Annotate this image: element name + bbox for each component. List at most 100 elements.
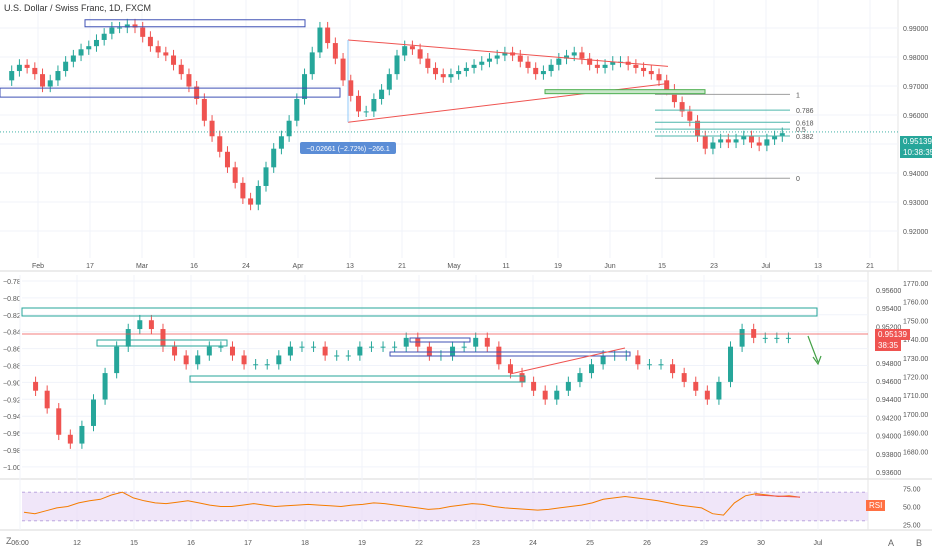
- y-tick-label: 0.93000: [903, 200, 928, 207]
- x-tick-label: 25: [586, 540, 594, 547]
- candle-body: [155, 46, 161, 53]
- candle-body: [67, 434, 73, 444]
- candle-body: [56, 408, 62, 435]
- candle-body: [751, 329, 757, 338]
- x-tick-label: 30: [757, 540, 765, 547]
- left-tick-label: −0.92: [3, 397, 21, 404]
- candle-body: [577, 373, 583, 382]
- mid-price-badge: 0.95139: [875, 329, 910, 340]
- left-tick-label: −0.94: [3, 414, 21, 421]
- candle-body: [311, 346, 317, 348]
- fib-level-label: 1: [796, 92, 800, 99]
- mid-tick-label: 0.95400: [876, 306, 901, 313]
- candle-body: [132, 24, 138, 28]
- candle-body: [348, 80, 354, 96]
- rsi-tick-label: 50.00: [903, 505, 921, 512]
- left-tick-label: −0.90: [3, 380, 21, 387]
- candle-body: [332, 43, 338, 59]
- candle-body: [232, 167, 238, 183]
- candle-body: [693, 381, 699, 391]
- candle-body: [380, 346, 386, 348]
- candle-body: [109, 27, 115, 34]
- right-tick-label: 1730.00: [903, 356, 928, 363]
- support-zone: [189, 375, 526, 383]
- fib-level-label: 0.618: [796, 120, 814, 127]
- left-tick-label: −0.78: [3, 279, 21, 286]
- x-tick-label: Mar: [136, 263, 149, 270]
- candle-body: [264, 364, 270, 366]
- mid-tick-label: 0.95200: [876, 324, 901, 331]
- candle-body: [456, 71, 462, 75]
- candle-body: [486, 58, 492, 62]
- x-tick-label: 16: [187, 540, 195, 547]
- mid-tick-label: 0.94600: [876, 379, 901, 386]
- candle-body: [741, 136, 747, 140]
- y-tick-label: 0.98000: [903, 55, 928, 62]
- support-zone: [96, 339, 228, 347]
- candle-body: [172, 346, 178, 356]
- candle-body: [78, 49, 84, 56]
- candle-body: [206, 346, 212, 356]
- candle-body: [90, 399, 96, 426]
- candle-body: [137, 320, 143, 330]
- x-tick-label: 21: [866, 263, 874, 270]
- right-tick-label: 1710.00: [903, 393, 928, 400]
- demand-zone: [409, 337, 471, 343]
- candle-body: [716, 381, 722, 400]
- candle-body: [425, 58, 431, 68]
- candle-body: [186, 74, 192, 87]
- auto-scale-icon[interactable]: A: [888, 538, 895, 548]
- candle-body: [255, 185, 261, 205]
- candle-body: [519, 373, 525, 382]
- x-tick-label: 23: [710, 263, 718, 270]
- candle-body: [355, 95, 361, 112]
- candle-body: [681, 373, 687, 382]
- bookmark-icon[interactable]: B: [916, 538, 923, 548]
- x-tick-label: 15: [130, 540, 138, 547]
- candle-body: [386, 74, 392, 90]
- zoom-icon[interactable]: Z: [6, 536, 12, 546]
- candle-body: [461, 346, 467, 348]
- x-tick-label: 22: [415, 540, 423, 547]
- candle-body: [658, 364, 664, 366]
- candle-body: [217, 136, 223, 152]
- candle-body: [610, 61, 616, 65]
- candle-body: [147, 36, 153, 47]
- candle-body: [571, 52, 577, 56]
- x-tick-label: 17: [244, 540, 252, 547]
- candle-body: [471, 64, 477, 68]
- candle-body: [548, 64, 554, 72]
- chart-title: U.S. Dollar / Swiss Franc, 1D, FXCM: [4, 3, 152, 13]
- green-zone: [544, 89, 706, 95]
- candle-body: [24, 64, 30, 68]
- candle-body: [450, 346, 456, 356]
- candle-body: [656, 74, 662, 81]
- y-tick-label: 0.99000: [903, 26, 928, 33]
- candle-body: [32, 67, 38, 75]
- right-tick-label: 1740.00: [903, 337, 928, 344]
- candle-body: [194, 86, 200, 99]
- candle-body: [363, 111, 369, 113]
- left-tick-label: −0.86: [3, 347, 21, 354]
- right-tick-label: 1680.00: [903, 449, 928, 456]
- candle-body: [702, 136, 708, 149]
- x-tick-label: Jul: [814, 540, 823, 547]
- candle-body: [733, 139, 739, 143]
- mid-tick-label: 0.94400: [876, 397, 901, 404]
- candle-body: [710, 142, 716, 149]
- rsi-tick-label: 25.00: [903, 522, 921, 529]
- right-tick-label: 1720.00: [903, 375, 928, 382]
- candle-body: [224, 151, 230, 168]
- candle-body: [525, 61, 531, 68]
- x-tick-label: 19: [554, 263, 562, 270]
- candle-body: [44, 390, 50, 409]
- trendline-upper: [347, 39, 669, 67]
- candle-body: [299, 346, 305, 348]
- candle-body: [448, 74, 454, 78]
- candle-body: [47, 80, 53, 87]
- countdown-badge: 10:38:35: [900, 147, 932, 158]
- candle-body: [309, 52, 315, 75]
- candle-body: [201, 98, 207, 121]
- rsi-divergence-line: [754, 494, 801, 498]
